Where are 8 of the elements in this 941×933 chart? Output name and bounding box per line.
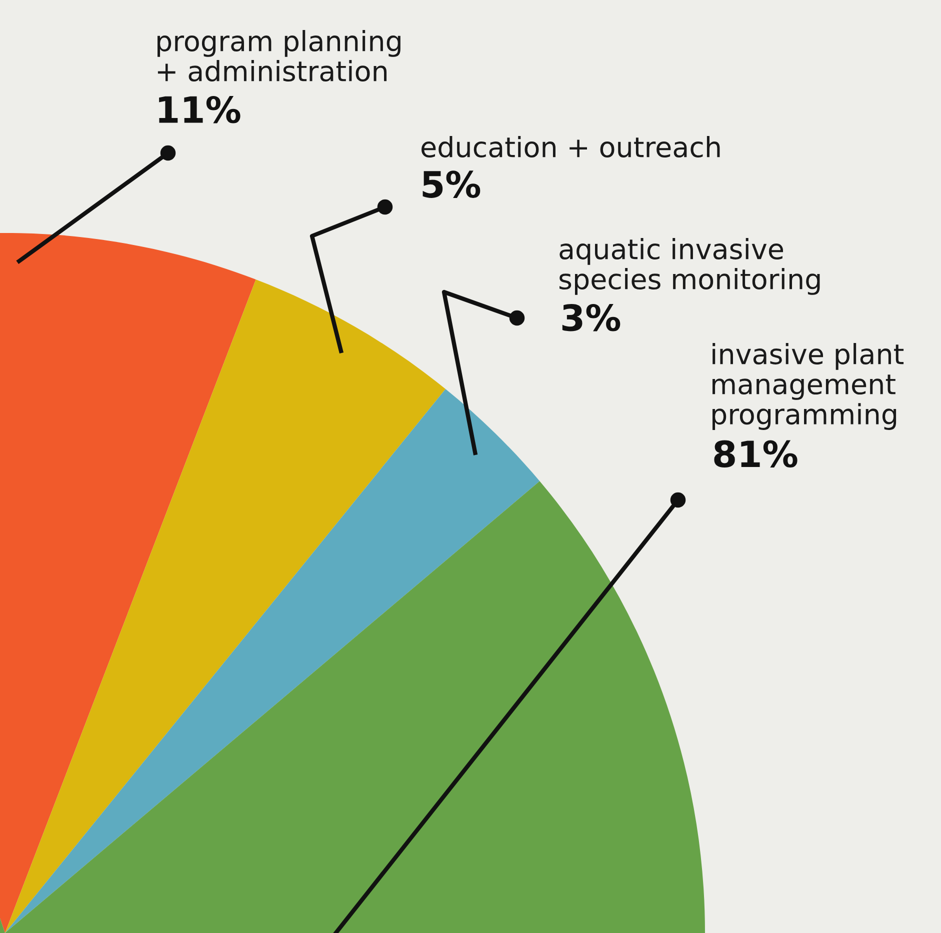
data-label: 11%	[159, 96, 240, 124]
slice-label: invasive plant management programming	[712, 343, 904, 430]
data-label: 81%	[714, 440, 798, 468]
slice-label: education + outreach	[422, 136, 720, 158]
data-label: 3%	[562, 304, 620, 332]
slice-label: aquatic invasive species monitoring	[560, 238, 820, 295]
data-label: 5%	[422, 170, 480, 198]
slice-label: program planning + administration	[158, 30, 400, 82]
